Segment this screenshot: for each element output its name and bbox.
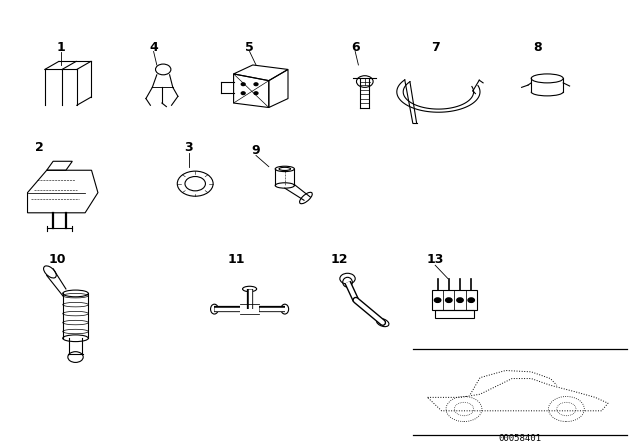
Text: 9: 9 bbox=[252, 143, 260, 157]
Bar bbox=[432, 290, 477, 310]
Text: 4: 4 bbox=[149, 40, 158, 54]
Text: 11: 11 bbox=[228, 253, 246, 267]
Text: 12: 12 bbox=[330, 253, 348, 267]
Circle shape bbox=[254, 92, 258, 95]
Text: 1: 1 bbox=[56, 40, 65, 54]
Text: 5: 5 bbox=[245, 40, 254, 54]
Circle shape bbox=[254, 83, 258, 86]
Circle shape bbox=[435, 298, 441, 302]
Text: 6: 6 bbox=[351, 40, 360, 54]
Text: 00058401: 00058401 bbox=[498, 434, 541, 443]
Text: 2: 2 bbox=[35, 141, 44, 155]
Circle shape bbox=[241, 83, 245, 86]
Text: 3: 3 bbox=[184, 141, 193, 155]
Text: 8: 8 bbox=[533, 40, 542, 54]
Text: 10: 10 bbox=[49, 253, 67, 267]
Text: 13: 13 bbox=[426, 253, 444, 267]
Circle shape bbox=[457, 298, 463, 302]
Circle shape bbox=[468, 298, 474, 302]
Circle shape bbox=[241, 92, 245, 95]
Circle shape bbox=[445, 298, 452, 302]
Bar bbox=[435, 310, 474, 318]
Text: 7: 7 bbox=[431, 40, 440, 54]
